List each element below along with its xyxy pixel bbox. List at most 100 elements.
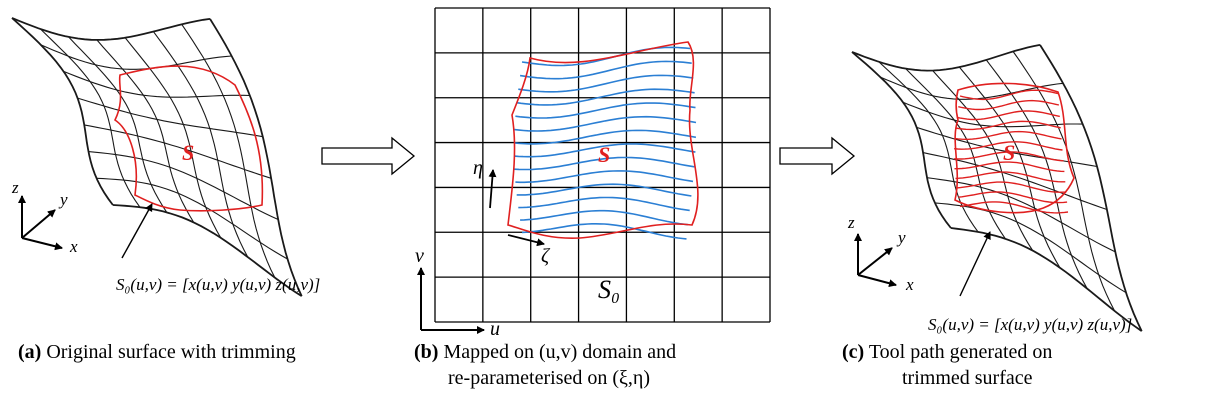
mesh-c-u-line bbox=[958, 66, 1061, 268]
panel-a: S z y x S₀(u,v) = [x(u,v) y(u,v) z(u,v)]… bbox=[11, 17, 320, 363]
mesh-a-u-line bbox=[68, 36, 168, 213]
caption-b-line1: (b) Mapped on (u,v) domain and bbox=[414, 341, 676, 363]
surface-mesh-a bbox=[11, 17, 303, 297]
axis-y-arrow-a bbox=[21, 209, 56, 239]
region-label-a: S bbox=[182, 140, 194, 165]
mesh-a-v-line bbox=[77, 97, 263, 138]
tool-path-b bbox=[514, 129, 697, 145]
tool-paths-b bbox=[514, 46, 697, 240]
tool-path-c bbox=[954, 161, 1065, 173]
mesh-c-u-line bbox=[1039, 44, 1143, 332]
axis-y-label-a: y bbox=[58, 190, 68, 209]
tool-path-b bbox=[516, 88, 695, 106]
axis-eta-label: η bbox=[473, 157, 483, 179]
caption-c-bold: (c) bbox=[842, 341, 864, 363]
axis-u-label: u bbox=[490, 318, 500, 340]
tool-path-c bbox=[958, 191, 1068, 204]
caption-a-bold: (a) bbox=[18, 341, 41, 363]
mesh-a-u-line bbox=[124, 37, 222, 239]
mesh-a-v-line bbox=[84, 124, 272, 179]
leader-line-a bbox=[121, 203, 153, 259]
mesh-a-u-line bbox=[181, 23, 276, 278]
uv-domain-grid bbox=[434, 7, 771, 323]
axis-y-label-c: y bbox=[896, 228, 906, 247]
axis-x-arrow-a bbox=[21, 237, 63, 251]
tool-path-b bbox=[518, 74, 694, 93]
surface-mesh-c bbox=[851, 44, 1143, 332]
caption-b-text1: Mapped on (u,v) domain and bbox=[438, 341, 676, 363]
mesh-c-u-line bbox=[905, 68, 1006, 240]
tool-path-b bbox=[519, 60, 692, 80]
caption-b-bold: (b) bbox=[414, 341, 438, 363]
tool-path-c bbox=[954, 151, 1064, 162]
axis-z-label-c: z bbox=[847, 213, 855, 232]
tool-path-b bbox=[514, 143, 696, 158]
axes-c bbox=[854, 233, 897, 288]
transition-arrow-2 bbox=[779, 136, 856, 176]
caption-b-line2: re-parameterised on (ξ,η) bbox=[448, 367, 650, 389]
tool-path-b bbox=[520, 209, 689, 226]
axis-zeta-label: ζ bbox=[541, 245, 551, 267]
tool-path-c bbox=[955, 120, 1061, 131]
trim-boundary-a bbox=[113, 65, 264, 212]
region-label-c: S bbox=[1003, 140, 1015, 165]
tool-path-c bbox=[955, 171, 1066, 183]
axis-eta-arrow bbox=[488, 169, 497, 209]
tool-path-b bbox=[521, 46, 691, 67]
uv-axes bbox=[417, 267, 485, 334]
tool-path-b bbox=[515, 170, 694, 184]
mesh-a-v-line bbox=[112, 204, 303, 297]
tool-path-c bbox=[958, 99, 1060, 111]
equation-c: S₀(u,v) = [x(u,v) y(u,v) z(u,v)] bbox=[928, 315, 1132, 334]
axis-y-arrow-c bbox=[857, 247, 893, 276]
tool-path-b bbox=[521, 223, 687, 240]
axis-v-label: v bbox=[415, 245, 424, 267]
mesh-a-v-line bbox=[63, 70, 250, 98]
tool-paths-c bbox=[954, 89, 1069, 214]
axis-z-label-a: z bbox=[11, 178, 19, 197]
mesh-c-v-line bbox=[880, 76, 1064, 100]
tool-path-b bbox=[514, 156, 695, 171]
panel-b: S η ζ S₀ v u (b) Mapped on (u,v) domain … bbox=[414, 7, 771, 389]
transition-arrow-1 bbox=[321, 136, 416, 176]
caption-c-line2: trimmed surface bbox=[902, 367, 1033, 389]
caption-c-text1: Tool path generated on bbox=[864, 341, 1052, 363]
tool-path-c bbox=[959, 201, 1069, 214]
tool-path-c bbox=[956, 181, 1067, 193]
leader-line-c bbox=[959, 231, 991, 297]
mesh-c-v-line bbox=[926, 177, 1116, 253]
axis-x-label-c: x bbox=[905, 275, 914, 294]
mesh-a-v-line bbox=[40, 44, 232, 70]
mesh-c-v-line bbox=[934, 202, 1127, 294]
tool-path-c bbox=[954, 141, 1063, 151]
mesh-c-v-line bbox=[851, 44, 1041, 72]
mesh-a-u-line bbox=[152, 31, 249, 258]
tool-path-b bbox=[514, 115, 697, 132]
mesh-a-v-line bbox=[11, 17, 211, 41]
tool-path-b bbox=[516, 183, 692, 197]
caption-a-text: Original surface with trimming bbox=[41, 341, 295, 363]
axis-x-label-a: x bbox=[69, 237, 78, 256]
mesh-c-v-line bbox=[922, 152, 1108, 211]
mesh-c-v-line bbox=[950, 227, 1143, 332]
mesh-a-u-line bbox=[39, 28, 141, 208]
mesh-c-u-line bbox=[851, 51, 952, 229]
axes-a bbox=[18, 195, 63, 251]
trim-boundary-c bbox=[954, 82, 1075, 214]
equation-a: S₀(u,v) = [x(u,v) y(u,v) z(u,v)] bbox=[116, 275, 320, 294]
caption-c-line1: (c) Tool path generated on bbox=[842, 341, 1052, 363]
mesh-a-v-line bbox=[88, 151, 279, 221]
mesh-a-v-line bbox=[96, 177, 288, 260]
mesh-c-u-line bbox=[985, 59, 1088, 289]
tool-path-c bbox=[956, 110, 1060, 121]
base-surface-label: S₀ bbox=[598, 275, 620, 304]
mesh-a-u-line bbox=[209, 18, 303, 297]
mesh-c-u-line bbox=[932, 70, 1034, 251]
tool-path-c bbox=[954, 130, 1062, 141]
tool-path-b bbox=[518, 196, 690, 212]
panel-c: S z y x S₀(u,v) = [x(u,v) y(u,v) z(u,v)]… bbox=[842, 44, 1143, 389]
caption-a: (a) Original surface with trimming bbox=[18, 341, 296, 363]
axis-zeta-arrow bbox=[507, 234, 545, 247]
trim-boundary-b bbox=[507, 41, 699, 239]
